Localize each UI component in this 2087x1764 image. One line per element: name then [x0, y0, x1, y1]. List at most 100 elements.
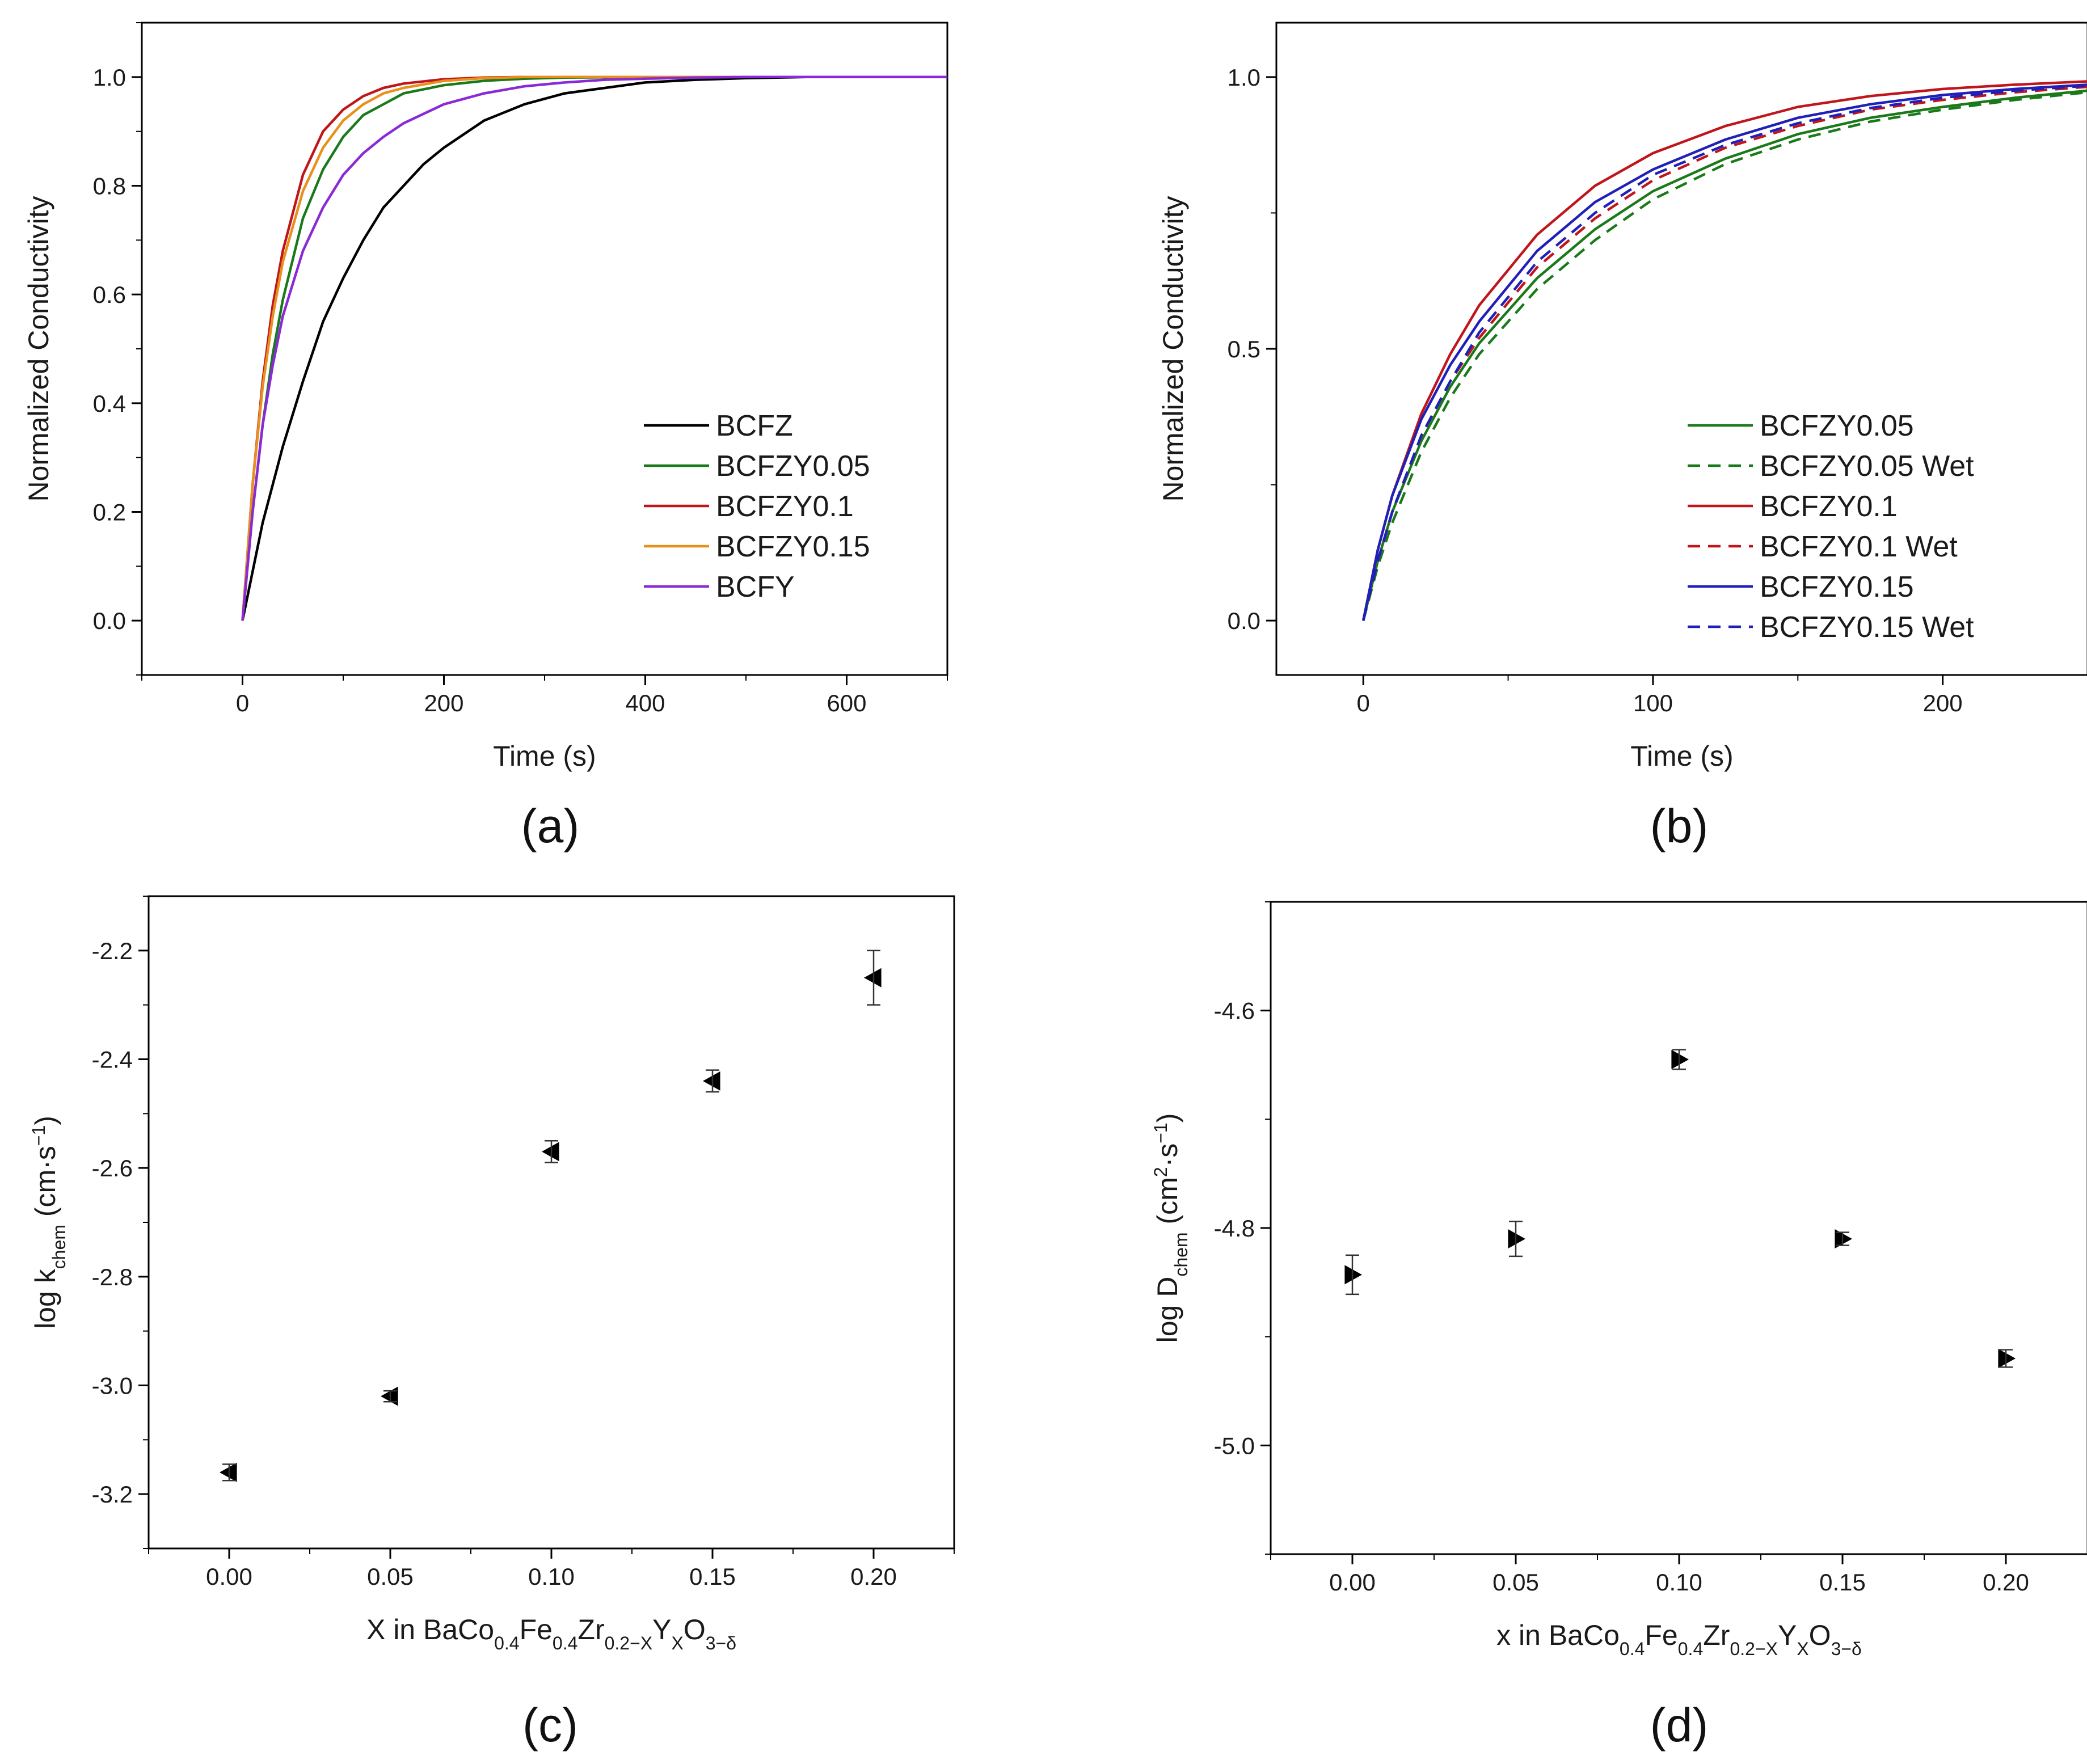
chart-c-ytick-label: -2.8: [92, 1264, 133, 1290]
chart-b-series-line: [1362, 85, 2087, 621]
chart-d-ytick-label: -4.6: [1214, 998, 1255, 1024]
chart-d-xtick-label: 0.00: [1329, 1569, 1376, 1596]
chart-b-ytick-label: 0.5: [1228, 336, 1260, 362]
chart-c-frame: [147, 895, 955, 1550]
chart-c-xlabel-part: Y: [652, 1614, 671, 1645]
chart-a-xtick-label: 0: [236, 690, 249, 716]
chart-d-ylabel-part: (cm: [1152, 1177, 1183, 1232]
chart-a-ytick-label: 0.6: [93, 281, 126, 308]
chart-b-xtick-label: 0: [1357, 690, 1370, 716]
chart-b-legend-label: BCFZY0.05 Wet: [1760, 450, 1974, 483]
panel-label-c: (c): [522, 1698, 578, 1752]
chart-d-xlabel-part: 0.4: [1620, 1639, 1645, 1659]
chart-a-legend-label: BCFZY0.1: [716, 490, 854, 523]
chart-c-ytick-label: -3.0: [92, 1373, 133, 1399]
chart-d-data-point: [1508, 1229, 1525, 1249]
chart-c-data-point: [381, 1386, 398, 1406]
panel-label-b: (b): [1650, 799, 1709, 853]
chart-b-ylabel: Normalized Conductivity: [1157, 196, 1189, 501]
chart-d-ylabel-part: chem: [1171, 1232, 1191, 1276]
chart-c-ylabel-part: log k: [29, 1268, 61, 1329]
chart-a-legend-label: BCFY: [716, 571, 795, 604]
chart-c-xlabel-part: 0.4: [494, 1633, 519, 1653]
chart-d-frame: [1270, 901, 2087, 1555]
chart-a-legend-label: BCFZ: [716, 410, 793, 442]
chart-a-series-line: [241, 75, 947, 621]
chart-b-xlabel: Time (s): [1630, 740, 1733, 772]
chart-d-data-point: [1344, 1265, 1362, 1285]
chart-c-xlabel-part: Fe: [520, 1614, 553, 1645]
chart-c-xlabel-part: X: [671, 1633, 683, 1653]
chart-a-legend-label: BCFZY0.15: [716, 530, 870, 563]
chart-c-data-point: [542, 1142, 559, 1162]
chart-b-frame: [1275, 22, 2087, 676]
panel-label-d: (d): [1650, 1698, 1709, 1752]
chart-a-frame: [141, 22, 948, 676]
chart-c-ylabel-part: −1: [28, 1125, 49, 1146]
chart-d-xlabel: x in BaCo0.4Fe0.4Zr0.2−XYXO3−δ: [1496, 1619, 1862, 1659]
chart-d-ylabel-part: −1: [1150, 1122, 1171, 1143]
chart-c-xtick-label: 0.10: [528, 1563, 575, 1590]
chart-d-xlabel-part: Fe: [1645, 1619, 1677, 1651]
chart-c-ylabel-part: chem: [49, 1225, 69, 1269]
chart-c-ytick-label: -2.2: [92, 938, 133, 964]
chart-c-xtick-label: 0.00: [206, 1563, 252, 1590]
chart-c-ytick-label: -2.6: [92, 1155, 133, 1181]
chart-d-xlabel-part: X: [1797, 1639, 1808, 1659]
chart-a-xtick-label: 600: [827, 690, 866, 716]
chart-d-xtick-label: 0.15: [1819, 1569, 1866, 1596]
chart-a-ytick-label: 0.2: [93, 499, 126, 526]
chart-d-xlabel-part: x in BaCo: [1496, 1619, 1620, 1651]
chart-a-xtick-label: 200: [424, 690, 463, 716]
chart-b-series-line: [1362, 91, 2087, 621]
chart-b-ytick-label: 0.0: [1228, 607, 1260, 634]
chart-b-legend-label: BCFZY0.15 Wet: [1760, 611, 1974, 644]
chart-a-ytick-label: 0.0: [93, 607, 126, 634]
chart-d-xlabel-part: 3−δ: [1831, 1639, 1862, 1659]
chart-d-xlabel-part: 0.4: [1678, 1639, 1703, 1659]
chart-c-ytick-label: -3.2: [92, 1481, 133, 1508]
chart-d-data-point: [1835, 1229, 1852, 1249]
chart-c-xlabel: X in BaCo0.4Fe0.4Zr0.2−XYXO3−δ: [366, 1614, 736, 1653]
chart-c-ylabel: log kchem (cm·s−1): [28, 1116, 69, 1329]
chart-b-series-line: [1362, 89, 2087, 621]
chart-a-xtick-label: 400: [625, 690, 665, 716]
chart-c-xlabel-part: X in BaCo: [366, 1614, 494, 1645]
chart-d-data-point: [1998, 1349, 2016, 1368]
chart-a-ytick-label: 0.4: [93, 390, 126, 417]
chart-b-ytick-label: 1.0: [1228, 64, 1260, 91]
chart-b-legend-label: BCFZY0.1 Wet: [1760, 530, 1958, 563]
chart-a-ylabel: Normalized Conductivity: [23, 196, 54, 501]
chart-d-xtick-label: 0.20: [1983, 1569, 2029, 1596]
chart-d-xlabel-part: Zr: [1703, 1619, 1730, 1651]
chart-d-xtick-label: 0.05: [1492, 1569, 1539, 1596]
chart-b-xtick-label: 100: [1633, 690, 1673, 716]
chart-b-xtick-label: 200: [1923, 690, 1963, 716]
chart-d-xlabel-part: Y: [1778, 1619, 1797, 1651]
chart-d-xtick-label: 0.10: [1656, 1569, 1702, 1596]
chart-a-series-line: [241, 75, 947, 621]
chart-b-legend-label: BCFZY0.1: [1760, 490, 1898, 523]
chart-c-ylabel-part: (cm·s: [29, 1146, 61, 1225]
chart-c-xtick-label: 0.15: [689, 1563, 736, 1590]
chart-d-ytick-label: -4.8: [1214, 1215, 1255, 1242]
chart-a-ytick-label: 0.8: [93, 173, 126, 200]
chart-c-points: [220, 968, 882, 1482]
chart-d-ytick-label: -5.0: [1214, 1432, 1255, 1459]
chart-a-legend-label: BCFZY0.05: [716, 450, 870, 483]
chart-d-xlabel-part: 0.2−X: [1730, 1639, 1778, 1659]
chart-c-ylabel-part: ): [29, 1116, 61, 1125]
chart-b-legend-label: BCFZY0.05: [1760, 410, 1914, 442]
chart-c-xlabel-part: 3−δ: [706, 1633, 736, 1653]
chart-c-data-point: [220, 1462, 237, 1482]
chart-c-xtick-label: 0.05: [367, 1563, 414, 1590]
chart-c-data-point: [864, 968, 882, 987]
chart-d-points: [1344, 1049, 2016, 1368]
chart-c-data-point: [703, 1071, 720, 1091]
chart-c-xlabel-part: Zr: [577, 1614, 604, 1645]
chart-c-xlabel-part: 0.4: [553, 1633, 577, 1653]
chart-c-xlabel-part: O: [684, 1614, 706, 1645]
chart-c-xlabel-part: 0.2−X: [605, 1633, 653, 1653]
chart-a-ytick-label: 1.0: [93, 64, 126, 91]
